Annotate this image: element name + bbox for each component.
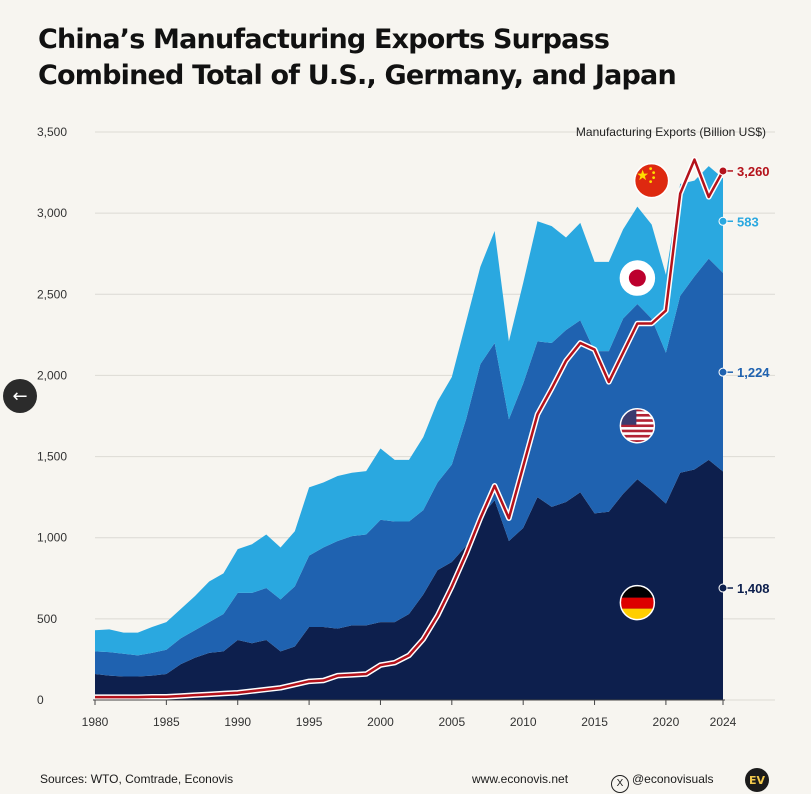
china-flag-small-star — [652, 171, 656, 175]
us-flag-stripe — [620, 413, 655, 417]
us-flag-stripe — [620, 429, 655, 433]
line-layer — [95, 156, 726, 700]
y-tick-label: 1,000 — [37, 531, 67, 545]
line-china — [95, 158, 725, 699]
back-button[interactable]: ← — [3, 379, 37, 413]
y-tick-label: 3,000 — [37, 206, 67, 220]
unit-label: Manufacturing Exports (Billion US$) — [576, 125, 766, 139]
x-tick-label: 1990 — [224, 715, 251, 729]
x-tick-label: 1995 — [296, 715, 323, 729]
japan-flag-icon-body — [620, 261, 655, 296]
end-label-china: 3,260 — [737, 164, 770, 179]
end-label-dot-germany — [718, 583, 728, 593]
us-flag-stripe — [620, 434, 655, 438]
x-tick-label: 2020 — [653, 715, 680, 729]
china-flag-icon — [633, 162, 670, 199]
x-tick-label: 1985 — [153, 715, 180, 729]
japan-flag-icon-ring — [619, 260, 656, 296]
us-flag-stripe — [620, 408, 655, 412]
germany-flag-red — [620, 597, 655, 609]
germany-flag-icon — [619, 584, 656, 621]
us-flag-stripe — [620, 419, 655, 422]
china-flag-small-star — [652, 176, 656, 180]
y-tick-label: 3,500 — [37, 125, 67, 139]
end-label-germany: 1,408 — [737, 581, 770, 596]
title-line-2: Combined Total of U.S., Germany, and Jap… — [38, 60, 677, 91]
area-japan — [95, 166, 723, 656]
axis-layer: 0 500 1,000 1,500 2,000 2,500 3,000 3,500 1980 19… — [37, 125, 737, 729]
end-label-dot-china — [718, 166, 728, 176]
china-flag-icon-body — [634, 163, 669, 198]
arrow-left-icon: ← — [12, 385, 28, 407]
y-tick-label: 0 — [37, 693, 44, 707]
japan-flag-sun — [628, 269, 646, 287]
title-line-1: China’s Manufacturing Exports Surpass — [38, 24, 610, 55]
area-germany — [95, 459, 723, 700]
x-tick-label: 2000 — [367, 715, 394, 729]
social-handle-text: @econovisuals — [632, 772, 714, 786]
x-logo-icon: X — [611, 774, 629, 793]
us-flag-icon — [619, 407, 656, 444]
us-flag-stripe — [620, 440, 655, 443]
y-tick-label: 500 — [37, 612, 57, 626]
sources-text: Sources: WTO, Comtrade, Econovis — [40, 772, 234, 786]
label-layer: 3,260 583 1,224 1,408 — [718, 164, 770, 596]
us-flag-stripe — [620, 424, 655, 428]
us-flag-icon-ring — [619, 407, 656, 444]
x-tick-label: 2010 — [510, 715, 537, 729]
end-label-dot-japan — [718, 216, 728, 226]
flag-layer — [619, 162, 670, 621]
y-tick-label: 2,500 — [37, 287, 67, 301]
y-tick-label: 1,500 — [37, 450, 67, 464]
japan-flag-icon — [619, 260, 656, 296]
end-label-japan: 583 — [737, 214, 759, 229]
china-flag-small-star — [649, 167, 653, 171]
website-link[interactable]: www.econovis.net — [472, 772, 569, 786]
end-label-us: 1,224 — [737, 365, 770, 380]
social-handle[interactable]: X @econovisuals — [611, 772, 714, 793]
x-tick-label: 1980 — [82, 715, 109, 729]
x-tick-label: 2024 — [710, 715, 737, 729]
china-flag-star — [637, 169, 649, 181]
china-flag-small-star — [649, 180, 653, 184]
x-tick-label: 2005 — [438, 715, 465, 729]
end-label-dot-us — [718, 367, 728, 377]
germany-flag-icon-ring — [619, 584, 656, 621]
chart-title: China’s Manufacturing Exports Surpass Co… — [38, 22, 778, 94]
x-tick-label: 2015 — [581, 715, 608, 729]
econovis-logo: EV — [745, 768, 769, 792]
germany-flag-gold — [620, 608, 655, 620]
china-flag-icon-ring — [633, 162, 670, 199]
y-tick-label: 2,000 — [37, 368, 67, 382]
